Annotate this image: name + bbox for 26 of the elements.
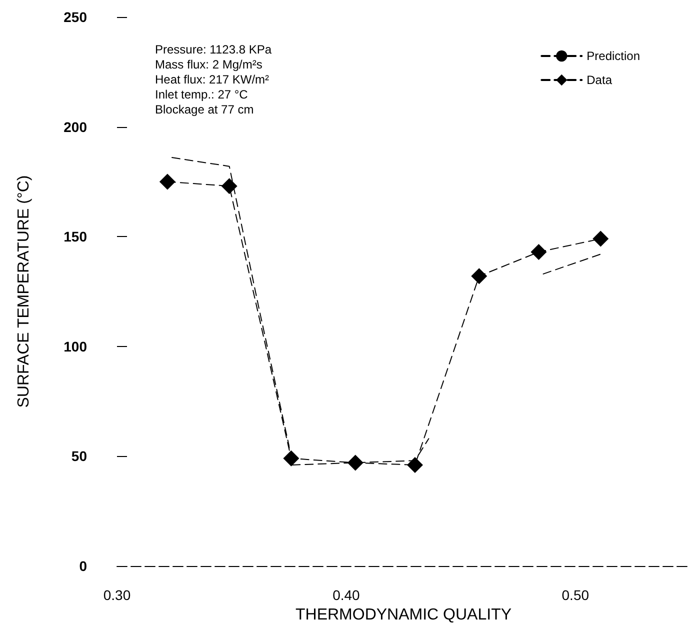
y-tick-label: 250 (64, 9, 88, 25)
y-tick-label: 100 (64, 338, 88, 354)
point (283, 450, 300, 466)
point (347, 454, 364, 471)
x-tick-label: 0.30 (103, 587, 131, 603)
point (221, 178, 238, 194)
x-tick-label: 0.50 (562, 587, 590, 603)
y-axis-title: SURFACE TEMPERATURE (°C) (16, 175, 32, 408)
legend-label: Prediction (586, 49, 640, 63)
y-tick-label: 50 (71, 448, 88, 464)
legend-label: Data (586, 73, 612, 87)
y-tick-label: 200 (64, 118, 88, 135)
point (159, 174, 176, 190)
point (406, 456, 423, 473)
y-tick-label: 0 (79, 558, 88, 574)
point (471, 268, 488, 284)
x-tick-label: 0.40 (332, 587, 360, 603)
point (592, 230, 609, 247)
point (530, 244, 547, 260)
annotation: Mass flux: 2 Mg/m²s (155, 58, 262, 72)
annotation: Heat flux: 217 KW/m² (155, 72, 270, 86)
x-axis-title: THERMODYNAMIC QUALITY (295, 606, 512, 624)
y-tick-label: 150 (64, 228, 88, 245)
annotation: Pressure: 1123.8 KPa (155, 42, 272, 56)
annotation: Blockage at 77 cm (155, 102, 254, 116)
annotation: Inlet temp.: 27 °C (155, 88, 248, 102)
